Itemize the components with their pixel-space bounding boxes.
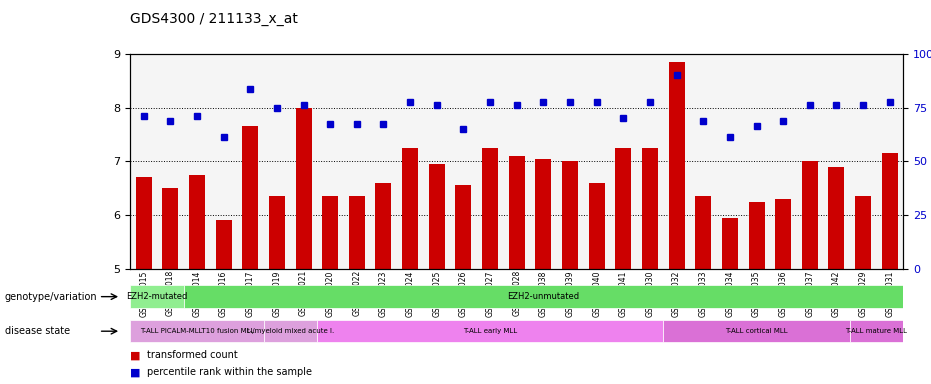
Text: t-/myeloid mixed acute l.: t-/myeloid mixed acute l.	[247, 328, 334, 334]
Bar	[749, 202, 764, 269]
Bar	[508, 156, 525, 269]
Bar	[802, 161, 817, 269]
Bar	[189, 175, 205, 269]
FancyBboxPatch shape	[130, 285, 183, 308]
Bar	[242, 126, 258, 269]
Bar	[588, 183, 604, 269]
Bar	[668, 62, 684, 269]
FancyBboxPatch shape	[263, 320, 317, 343]
Text: transformed count: transformed count	[147, 350, 237, 360]
Bar	[776, 199, 791, 269]
Text: T-ALL mature MLL: T-ALL mature MLL	[845, 328, 908, 334]
FancyBboxPatch shape	[130, 320, 263, 343]
Bar	[615, 148, 631, 269]
FancyBboxPatch shape	[850, 320, 903, 343]
Bar	[562, 161, 578, 269]
Bar	[642, 148, 658, 269]
Text: ■: ■	[130, 350, 141, 360]
FancyBboxPatch shape	[183, 285, 903, 308]
Bar	[722, 218, 738, 269]
Bar	[216, 220, 232, 269]
Text: T-ALL cortical MLL: T-ALL cortical MLL	[725, 328, 788, 334]
Bar	[482, 148, 498, 269]
Bar	[349, 196, 365, 269]
Bar	[882, 153, 897, 269]
Bar	[322, 196, 338, 269]
Text: percentile rank within the sample: percentile rank within the sample	[147, 367, 312, 377]
Bar	[455, 185, 471, 269]
Text: GDS4300 / 211133_x_at: GDS4300 / 211133_x_at	[130, 12, 298, 25]
Bar	[269, 196, 285, 269]
Text: EZH2-mutated: EZH2-mutated	[127, 292, 188, 301]
Bar	[829, 167, 844, 269]
Bar	[402, 148, 418, 269]
Bar	[535, 159, 551, 269]
Text: disease state: disease state	[5, 326, 70, 336]
Text: EZH2-unmutated: EZH2-unmutated	[507, 292, 579, 301]
Text: T-ALL PICALM-MLLT10 fusion MLL: T-ALL PICALM-MLLT10 fusion MLL	[140, 328, 254, 334]
Bar	[295, 108, 312, 269]
FancyBboxPatch shape	[663, 320, 850, 343]
Bar	[136, 177, 152, 269]
FancyBboxPatch shape	[317, 320, 663, 343]
Bar	[429, 164, 445, 269]
Bar	[375, 183, 391, 269]
Text: T-ALL early MLL: T-ALL early MLL	[463, 328, 518, 334]
Bar	[855, 196, 871, 269]
Bar	[162, 188, 179, 269]
Text: ■: ■	[130, 367, 141, 377]
Bar	[695, 196, 711, 269]
Text: genotype/variation: genotype/variation	[5, 291, 97, 302]
